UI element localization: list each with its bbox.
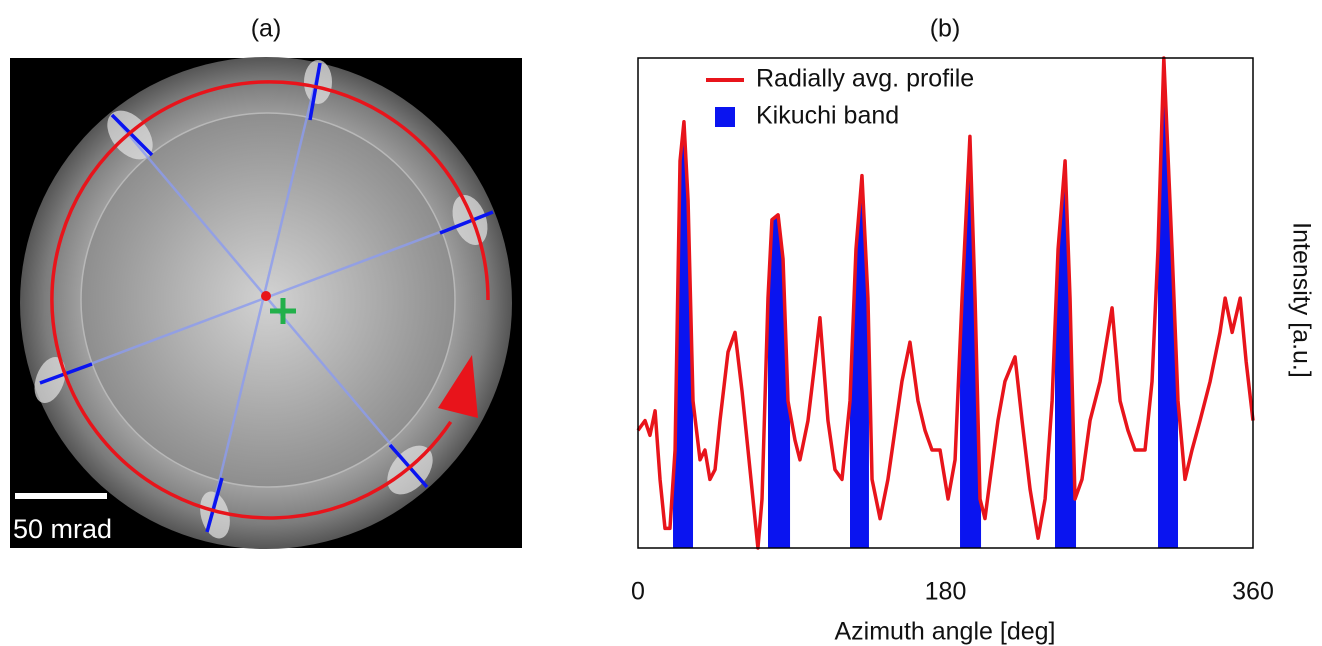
legend-label: Kikuchi band (756, 102, 899, 130)
azimuth-arrow (438, 355, 478, 418)
plot: 0 180 360 Radially avg. profile Kikuchi band (631, 56, 1274, 606)
azimuth-circle (50, 80, 490, 520)
x-axis-label: Azimuth angle [deg] (835, 618, 1056, 646)
legend-swatch (715, 107, 735, 127)
beam-center (270, 298, 296, 324)
x-tick-label: 0 (631, 578, 645, 606)
x-tick-label: 360 (1232, 578, 1274, 606)
x-tick-label: 180 (925, 578, 967, 606)
kikuchi-band (768, 58, 791, 548)
scale-bar-label: 50 mrad (13, 514, 112, 544)
profile-line (636, 56, 1255, 550)
legend-label: Radially avg. profile (756, 65, 974, 93)
pattern-center (261, 291, 271, 301)
panel-label: (a) (251, 15, 282, 43)
plot-frame (637, 57, 1254, 549)
chart-title: (b) (930, 15, 961, 43)
y-axis-label: Intensity [a.u.] (1287, 222, 1315, 378)
